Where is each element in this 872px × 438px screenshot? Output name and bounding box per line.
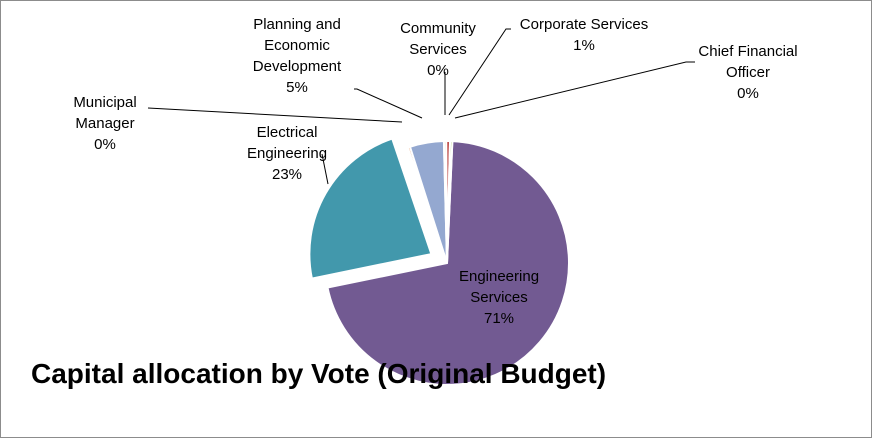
data-label-name: Manager	[75, 115, 135, 132]
data-label-percent: 23%	[271, 166, 303, 183]
leader-line	[147, 107, 403, 123]
data-label-name: Services	[470, 289, 528, 306]
data-label-name: Services	[409, 41, 467, 58]
data-label: Electrical Engineering 23%	[247, 122, 327, 185]
data-label: Engineering Services 71%	[459, 266, 539, 329]
leader-line	[354, 88, 423, 119]
data-label-name: Development	[252, 58, 342, 75]
data-label-name: Officer	[726, 64, 770, 81]
data-label-name: Engineering	[458, 268, 540, 285]
data-label-percent: 1%	[573, 37, 595, 54]
leader-line	[454, 61, 695, 119]
leader-line	[448, 28, 511, 116]
data-label-name: Economic	[264, 37, 330, 54]
pie-slice-chief-financial-officer	[446, 140, 454, 264]
data-label-percent: 0%	[94, 136, 116, 153]
data-label-name: Corporate Services	[519, 16, 649, 33]
data-label: Municipal Manager 0%	[73, 92, 136, 155]
data-label-percent: 0%	[427, 62, 449, 79]
pie-slice-electrical-engineering	[308, 137, 433, 280]
data-label-name: Planning and	[253, 16, 341, 33]
data-label-name: Community	[400, 20, 476, 37]
data-label-name: Electrical	[256, 124, 318, 141]
data-label: Planning and Economic Development 5%	[253, 14, 341, 98]
data-label-percent: 5%	[286, 79, 308, 96]
leader-line	[321, 153, 329, 185]
data-label-name: Municipal	[73, 94, 137, 111]
data-label-name: Chief Financial	[698, 43, 798, 60]
data-label: Community Services 0%	[400, 18, 476, 81]
data-label-percent: 0%	[737, 85, 759, 102]
chart-title: Capital allocation by Vote (Original Bud…	[31, 358, 607, 389]
pie-slice-engineering-services	[326, 140, 570, 386]
data-label-percent: 71%	[483, 310, 515, 327]
data-label: Chief Financial Officer 0%	[698, 41, 797, 104]
data-label: Corporate Services 1%	[520, 14, 648, 56]
data-label-name: Engineering	[246, 145, 328, 162]
